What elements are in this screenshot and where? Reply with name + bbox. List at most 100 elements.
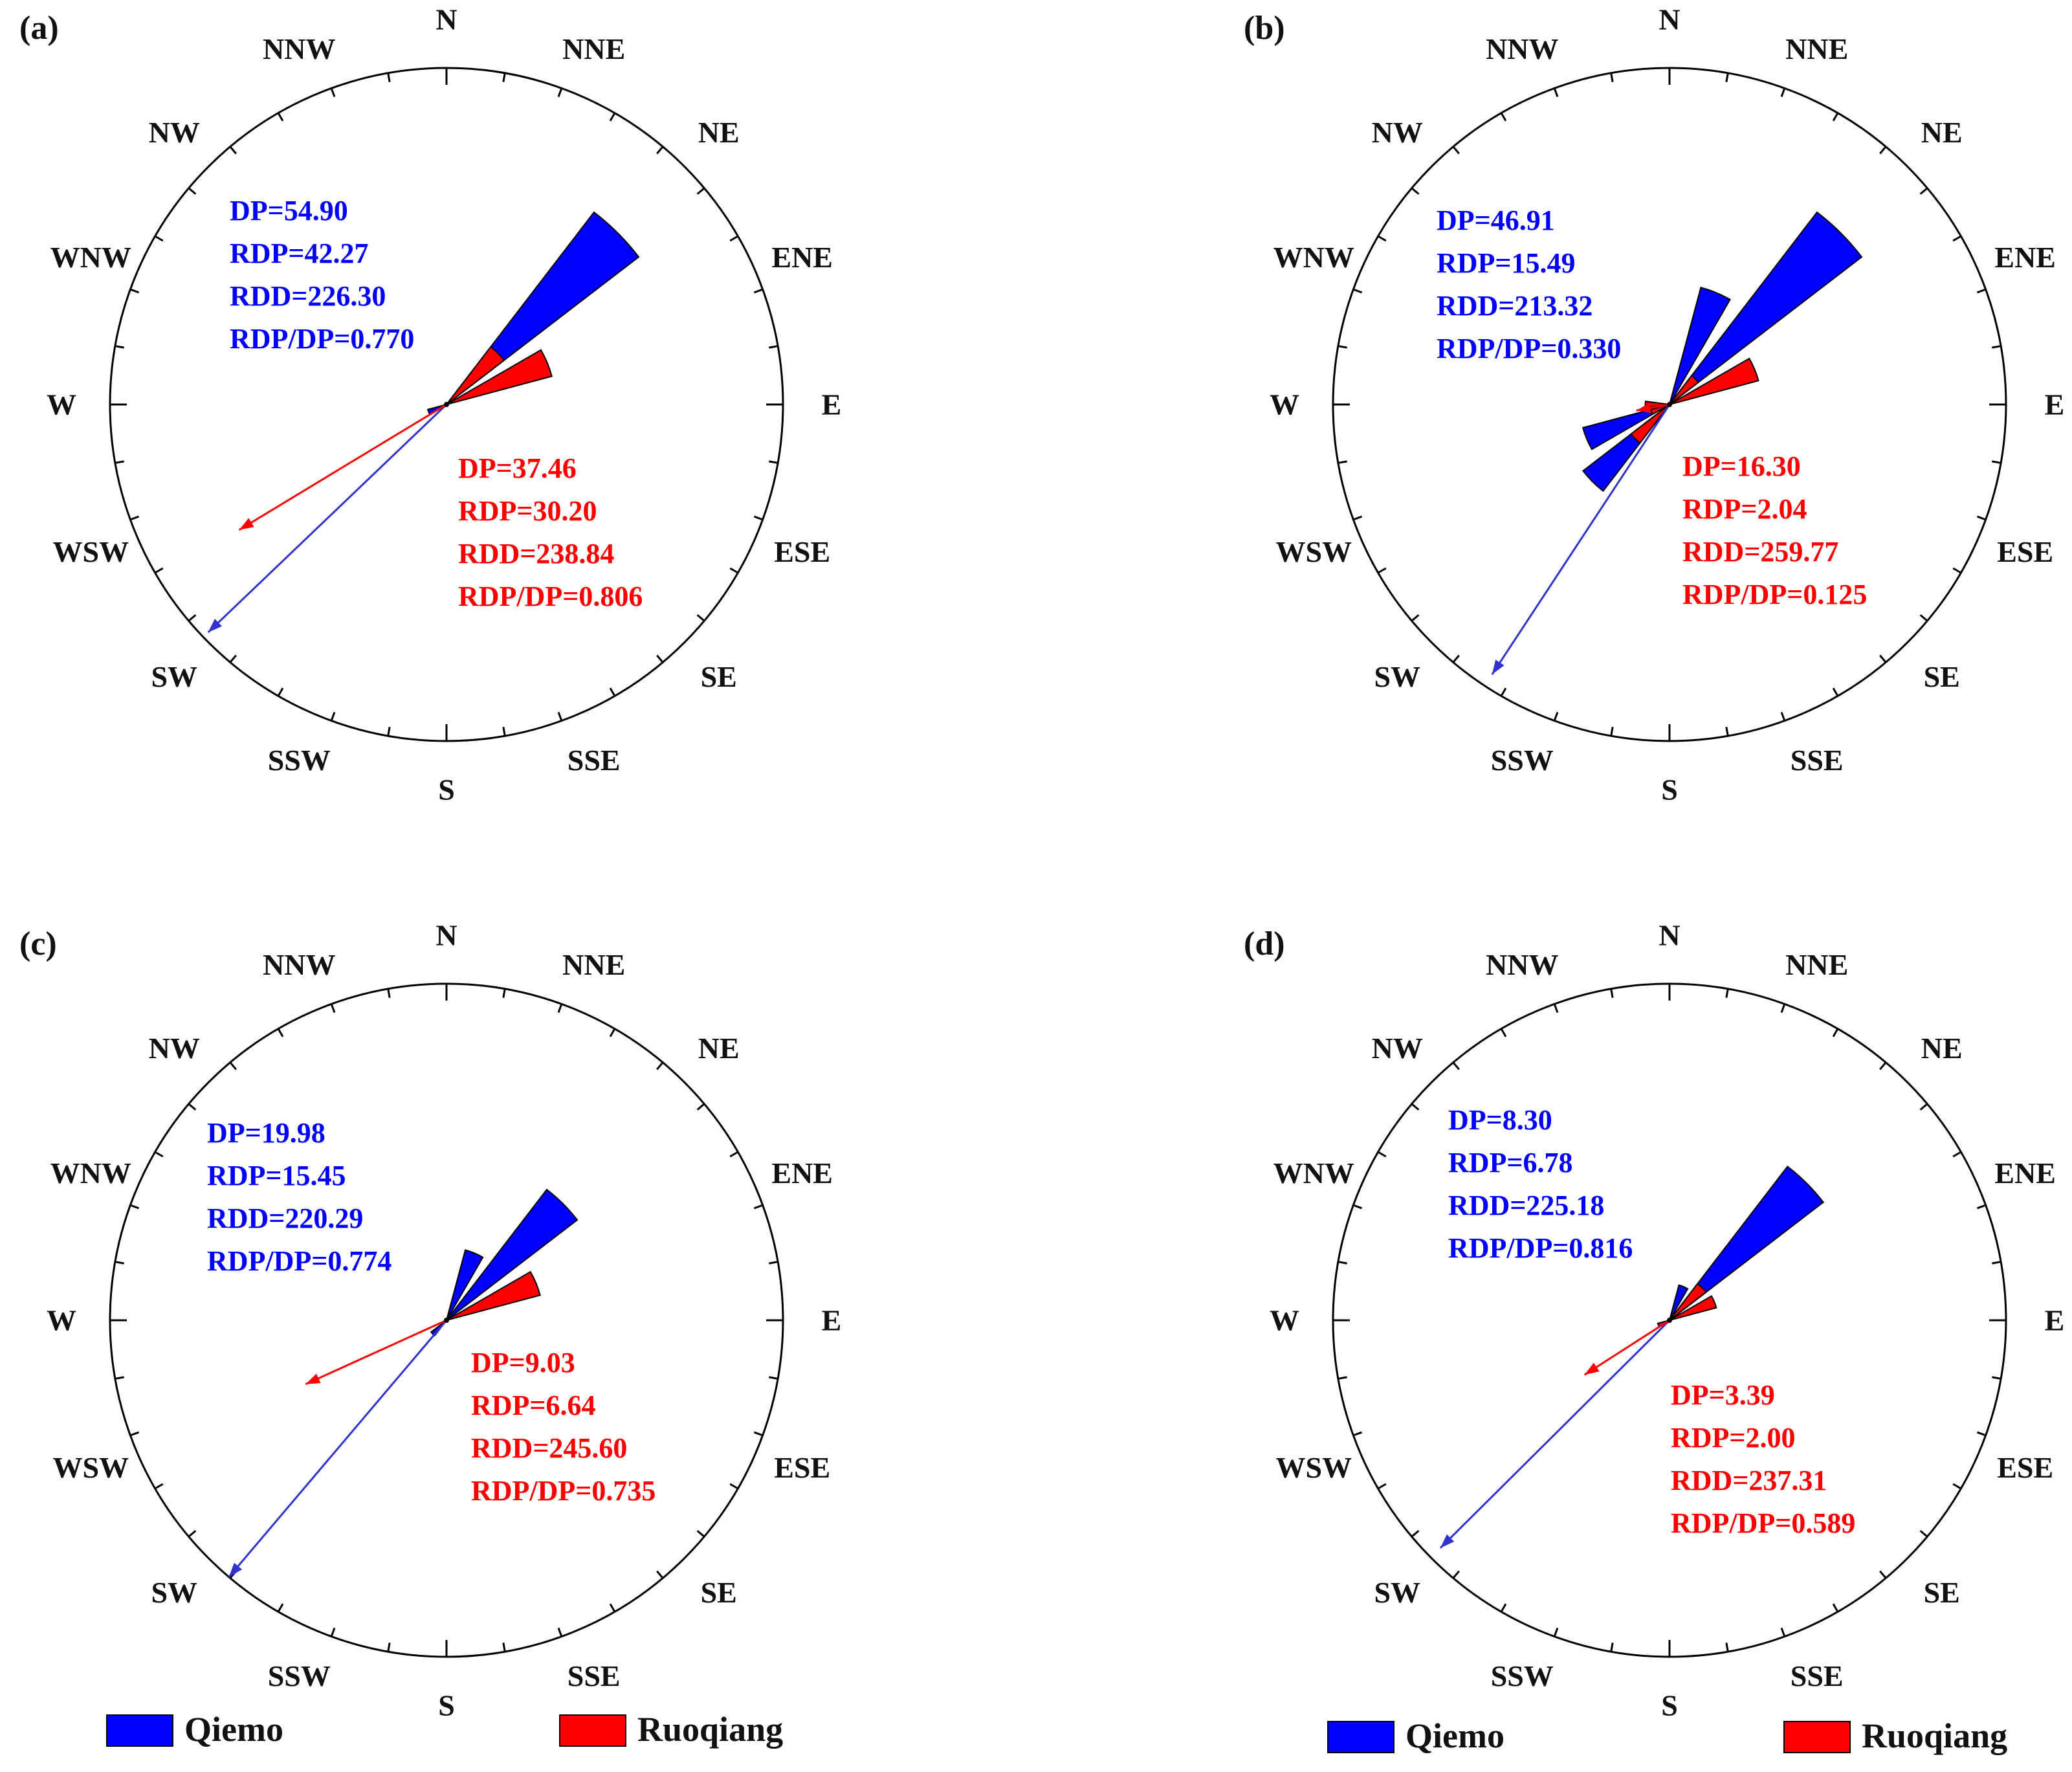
ruoqiang-stat: RDD=237.31	[1671, 1465, 1827, 1496]
direction-label-sw: SW	[151, 1576, 197, 1609]
rose-tick	[1780, 1003, 1786, 1013]
direction-label-sse: SSE	[568, 1659, 621, 1692]
rose-tick	[1610, 72, 1614, 82]
direction-label-nw: NW	[149, 116, 200, 149]
rose-tick	[229, 146, 237, 155]
ruoqiang-petal-ene	[446, 349, 553, 405]
qiemo-stat: RDP=15.49	[1437, 247, 1576, 279]
direction-label-wnw: WNW	[1273, 1157, 1354, 1190]
rose-tick	[557, 711, 563, 722]
rose-tick	[1919, 614, 1928, 622]
direction-label-w: W	[47, 1304, 76, 1337]
ruoqiang-rdd-arrowhead	[305, 1373, 321, 1384]
direction-label-sse: SSE	[1791, 1659, 1844, 1692]
direction-label-nnw: NNW	[263, 32, 335, 65]
ruoqiang-stat: DP=37.46	[458, 452, 577, 484]
rose-tick	[277, 1028, 284, 1037]
rose-tick	[729, 1483, 739, 1490]
direction-label-nw: NW	[1372, 116, 1423, 149]
direction-label-n: N	[1659, 3, 1680, 36]
ruoqiang-rdd-arrow	[238, 403, 447, 531]
rose-tick	[696, 1530, 705, 1538]
rose-tick	[1338, 460, 1347, 464]
direction-label-ene: ENE	[1994, 1157, 2056, 1190]
rose-tick	[1352, 288, 1363, 294]
direction-label-e: E	[2045, 1304, 2065, 1337]
rose-tick	[1553, 1627, 1559, 1637]
direction-label-e: E	[822, 388, 842, 421]
rose-tick	[129, 1204, 140, 1210]
direction-label-nne: NNE	[1785, 32, 1848, 65]
legend-label-ruoqiang: Ruoqiang	[637, 1710, 783, 1749]
legend-label-qiemo: Qiemo	[1405, 1716, 1504, 1755]
rose-tick	[769, 460, 778, 464]
rose-tick	[277, 1603, 284, 1613]
rose-tick	[1832, 1028, 1839, 1037]
direction-label-ssw: SSW	[268, 1659, 331, 1692]
rose-tick	[1780, 87, 1786, 98]
qiemo-petal-nne	[1669, 286, 1731, 405]
rose-tick	[1879, 146, 1887, 155]
rose-tick	[1992, 1261, 2001, 1265]
rose-tick	[753, 1204, 764, 1210]
rose-tick	[129, 288, 140, 294]
ruoqiang-rdd-arrow	[1583, 1319, 1670, 1376]
qiemo-rdd-arrowhead	[228, 1562, 243, 1577]
direction-label-nne: NNE	[562, 32, 625, 65]
rose-tick	[129, 515, 140, 521]
panel-label: (a)	[19, 10, 59, 47]
qiemo-stat: RDD=220.29	[207, 1202, 363, 1234]
qiemo-rdd-arrow	[1491, 404, 1671, 675]
direction-label-nnw: NNW	[1486, 32, 1558, 65]
qiemo-stat: RDP=6.78	[1448, 1147, 1573, 1179]
qiemo-stat: RDD=213.32	[1437, 290, 1593, 322]
rose-tick	[1352, 1431, 1363, 1437]
wind-rose-panel-b: (b) N NNE NE ENE E ESE SE SSE S SSW SW WSW W WNW NW NNW D…	[1244, 3, 2064, 806]
rose-tick	[729, 235, 739, 242]
direction-label-n: N	[435, 3, 457, 36]
rose-tick	[1725, 1643, 1729, 1652]
qiemo-stat: DP=54.90	[230, 195, 348, 227]
rose-tick	[502, 727, 506, 736]
rose-tick	[277, 112, 284, 122]
direction-label-ese: ESE	[1997, 535, 2053, 568]
direction-label-ssw: SSW	[268, 744, 331, 777]
rose-tick	[769, 1376, 778, 1380]
rose-center	[444, 402, 449, 407]
rose-tick	[609, 1028, 616, 1037]
ruoqiang-petal-ne	[1669, 1283, 1707, 1321]
qiemo-petal-wsw	[1582, 404, 1670, 450]
direction-label-s: S	[1661, 1689, 1678, 1722]
ruoqiang-petal-ne	[1669, 375, 1699, 405]
rose-tick	[1952, 1151, 1962, 1158]
legend-swatch-qiemo	[106, 1714, 173, 1747]
rose-tick	[154, 1151, 164, 1158]
rose-tick	[1610, 1643, 1614, 1652]
rose-tick	[115, 460, 124, 464]
direction-label-ene: ENE	[771, 241, 833, 274]
rose-tick	[1452, 146, 1460, 155]
qiemo-stat: RDP/DP=0.774	[207, 1245, 391, 1277]
rose-tick	[1500, 1603, 1507, 1613]
direction-label-n: N	[435, 919, 457, 952]
qiemo-stat: DP=8.30	[1448, 1104, 1552, 1136]
rose-tick	[188, 1103, 197, 1111]
rose-tick	[1992, 345, 2001, 349]
rose-tick	[229, 654, 237, 663]
direction-label-nw: NW	[1372, 1032, 1423, 1065]
direction-label-s: S	[1661, 773, 1678, 806]
direction-label-ese: ESE	[1997, 1451, 2053, 1484]
rose-tick	[696, 614, 705, 622]
rose-tick	[1725, 988, 1729, 998]
rose-tick	[115, 345, 124, 349]
rose-tick	[1919, 1530, 1928, 1538]
rose-tick	[387, 1643, 391, 1652]
rose-tick	[1919, 187, 1928, 195]
legend-1: Qiemo Ruoqiang	[106, 1710, 783, 1749]
rose-tick	[188, 1530, 197, 1538]
rose-tick	[609, 687, 616, 697]
rose-tick	[1952, 235, 1962, 242]
rose-tick	[656, 1570, 664, 1579]
ruoqiang-stat: RDP/DP=0.806	[458, 581, 643, 612]
